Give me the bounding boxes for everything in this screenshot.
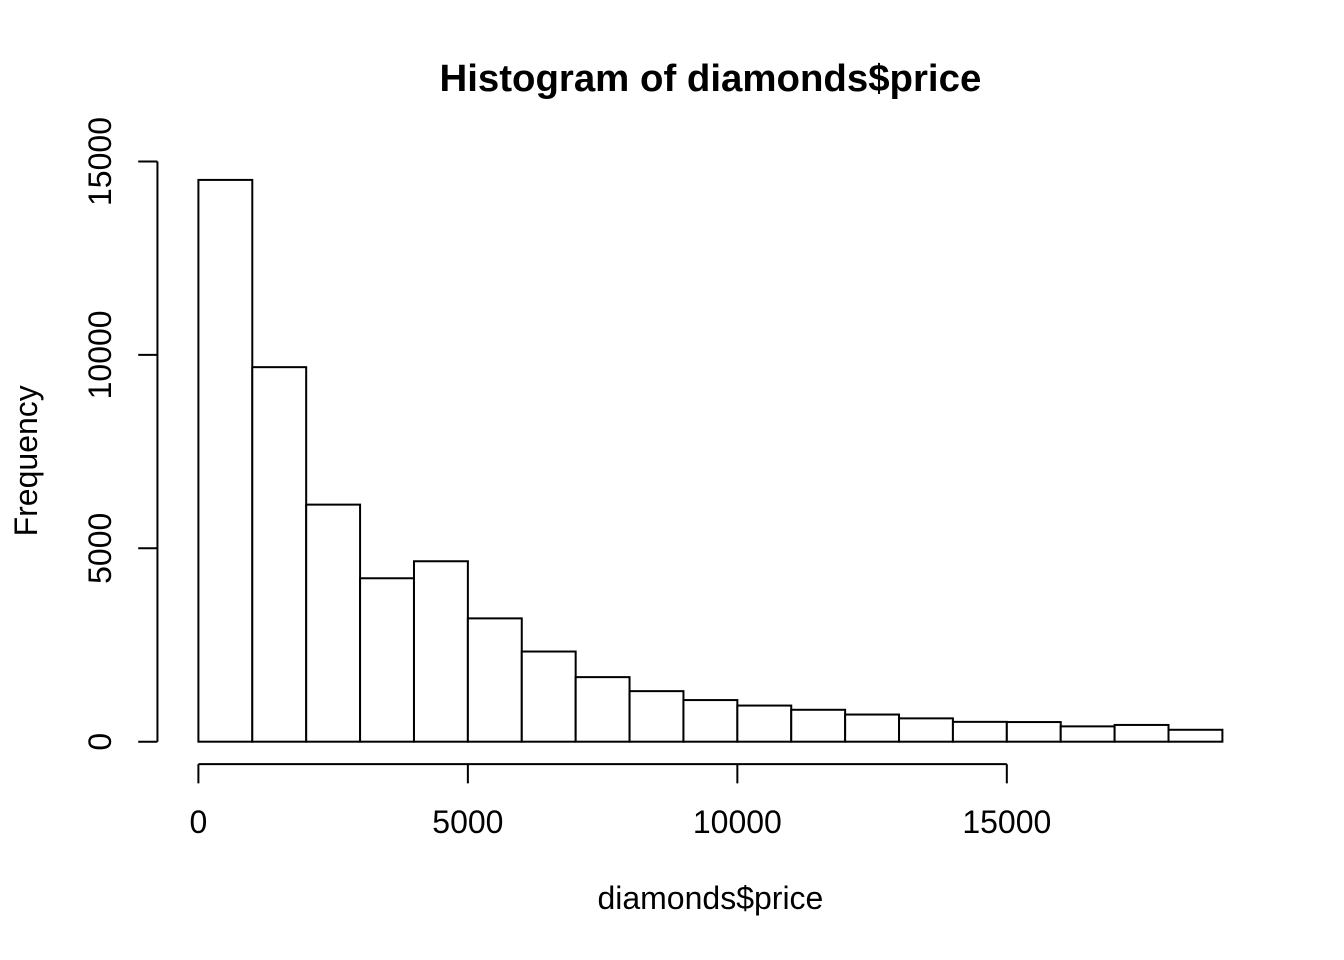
svg-text:diamonds$price: diamonds$price — [597, 880, 823, 916]
svg-text:10000: 10000 — [82, 310, 118, 399]
svg-text:10000: 10000 — [693, 804, 782, 840]
svg-text:0: 0 — [190, 804, 208, 840]
svg-text:Frequency: Frequency — [8, 385, 44, 536]
svg-text:0: 0 — [82, 733, 118, 751]
svg-text:Histogram of diamonds$price: Histogram of diamonds$price — [439, 57, 981, 100]
svg-text:5000: 5000 — [432, 804, 503, 840]
svg-text:15000: 15000 — [962, 804, 1051, 840]
svg-text:5000: 5000 — [82, 513, 118, 584]
svg-text:15000: 15000 — [82, 117, 118, 206]
